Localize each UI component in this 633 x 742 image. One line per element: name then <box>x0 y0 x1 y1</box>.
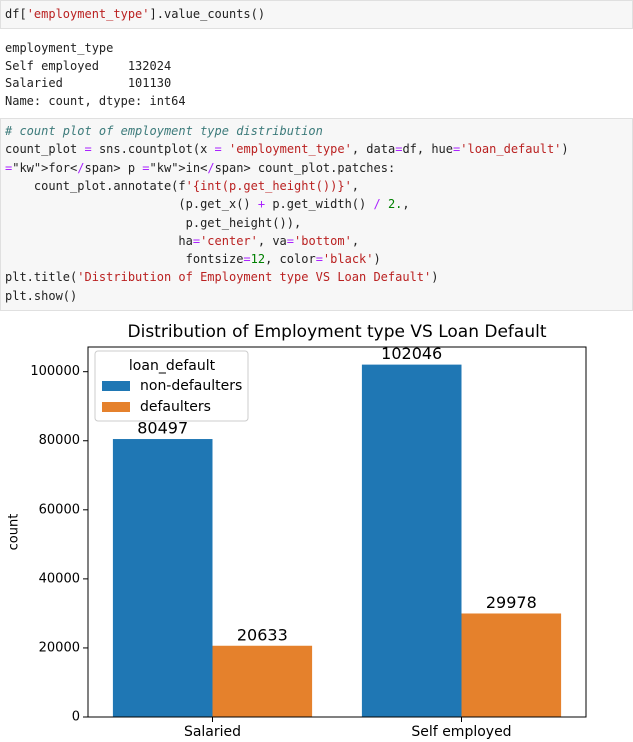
legend-swatch <box>102 402 130 412</box>
data-label: 29978 <box>486 593 537 612</box>
data-label: 102046 <box>381 344 442 363</box>
code-line: (p.get_x() + p.get_width() / 2., <box>5 197 410 212</box>
y-tick-label: 80000 <box>39 433 80 448</box>
code-cell[interactable] <box>0 118 633 311</box>
legend-label: non-defaulters <box>140 378 242 394</box>
bar <box>461 613 562 717</box>
y-axis-label: count <box>7 514 22 551</box>
legend-swatch <box>102 381 130 391</box>
code-line: p.get_height()), <box>5 215 302 230</box>
code-line: ="kw">for</span> p ="kw">in</span> count… <box>5 160 396 175</box>
data-label: 20633 <box>237 625 288 644</box>
output-line: Self employed 132024 <box>5 58 172 73</box>
y-tick-label: 0 <box>72 710 80 725</box>
legend-title: loan_default <box>129 358 216 374</box>
code-line: plt.show() <box>5 288 78 303</box>
output-line: Salaried 101130 <box>5 76 172 90</box>
y-tick-label: 20000 <box>39 640 80 655</box>
data-label: 80497 <box>137 419 188 438</box>
axes-frame <box>87 346 587 718</box>
x-tick-label: Self employed <box>411 724 511 740</box>
code-line: df['employment_type'].value_counts() <box>5 7 266 21</box>
code-line: ha='center', va='bottom', <box>5 233 360 248</box>
bar <box>361 364 462 717</box>
y-tick-label: 100000 <box>30 364 80 379</box>
bar <box>212 645 313 717</box>
legend-box <box>94 350 249 422</box>
code-line: plt.title('Distribution of Employment ty… <box>5 270 439 285</box>
x-tick-label: Salaried <box>184 724 241 740</box>
code-cell[interactable] <box>0 0 633 29</box>
output-line: employment_type <box>5 41 114 55</box>
legend-label: defaulters <box>140 399 211 415</box>
chart-title: Distribution of Employment type VS Loan … <box>128 322 547 342</box>
bar <box>112 439 213 717</box>
code-line: # count plot of employment type distribu… <box>5 124 323 138</box>
output-line: Name: count, dtype: int64 <box>5 93 186 108</box>
y-tick-label: 40000 <box>39 571 80 586</box>
code-line: count_plot.annotate(f'{int(p.get_height(… <box>5 178 360 193</box>
code-line: count_plot = sns.countplot(x = 'employme… <box>5 142 569 157</box>
y-tick-label: 60000 <box>39 502 80 517</box>
code-line: fontsize=12, color='black') <box>5 252 381 267</box>
